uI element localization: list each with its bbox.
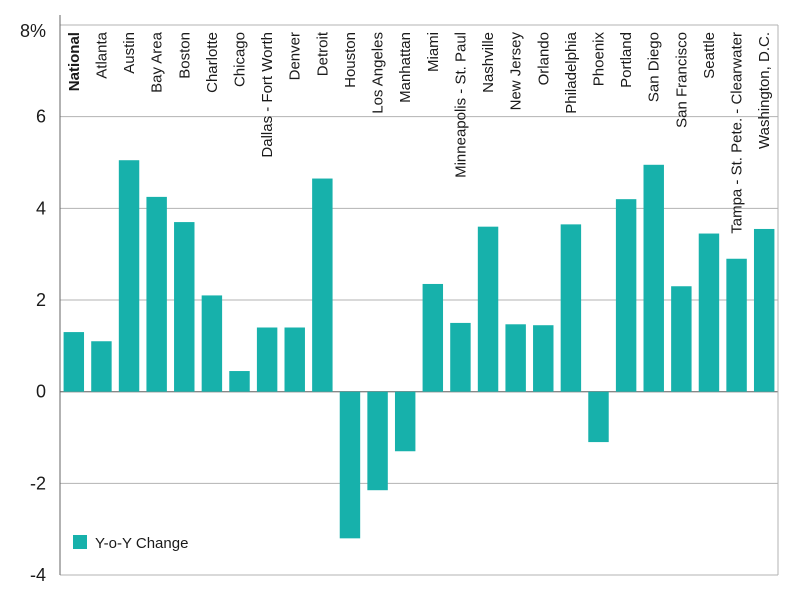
category-label: Minneapolis - St. Paul [452, 32, 469, 178]
bar-charlotte [201, 295, 223, 392]
category-label: Philadelphia [563, 31, 580, 113]
category-label: National [66, 32, 83, 91]
category-label: Denver [287, 32, 304, 80]
bar-portland [615, 199, 637, 392]
bar-phoenix [588, 391, 609, 443]
category-label: Los Angeles [370, 32, 387, 114]
category-label: San Diego [646, 32, 663, 102]
bar-orlando [533, 325, 554, 392]
bar-bay-area [146, 196, 167, 392]
y-tick-label: 0 [36, 382, 46, 402]
y-tick-label: -4 [30, 565, 46, 585]
bars [63, 160, 775, 539]
y-tick-label: 4 [36, 198, 46, 218]
category-label: Nashville [480, 32, 497, 93]
bar-manhattan [394, 391, 416, 452]
category-label: Tampa - St. Pete. - Clearwater [729, 32, 746, 234]
category-label: New Jersey [508, 32, 525, 111]
bar-nashville [477, 226, 499, 392]
y-tick-label: -2 [30, 473, 46, 493]
bar-boston [174, 222, 195, 392]
category-label: Orlando [535, 32, 552, 85]
category-label: Miami [425, 32, 442, 72]
bar-new-jersey [505, 324, 526, 392]
bar-chicago [229, 371, 250, 392]
bar-seattle [698, 233, 720, 392]
category-labels: National Atlanta Austin Bay Area Boston Charl… [66, 31, 773, 234]
legend: Y-o-Y Change [73, 535, 188, 552]
category-label: Washington, D.C. [756, 32, 773, 149]
category-label: Seattle [701, 32, 718, 79]
category-label: Charlotte [204, 32, 221, 93]
category-label: Houston [342, 32, 359, 88]
category-label: Manhattan [397, 32, 414, 103]
legend-label: Y-o-Y Change [95, 535, 188, 552]
category-label: Austin [121, 32, 138, 74]
bar-austin [118, 160, 140, 392]
bar-tampa-st-pete-clearwater [726, 258, 747, 392]
category-label: Boston [176, 32, 193, 79]
bar-dallas-fort-worth [256, 327, 278, 392]
bar-atlanta [91, 341, 112, 392]
axes [59, 15, 779, 575]
y-tick-labels: 8% 6 4 2 0 -2 -4 [20, 21, 46, 585]
bar-philadelphia [560, 224, 582, 392]
category-label: Phoenix [591, 32, 608, 87]
bar-national [63, 332, 85, 392]
category-label: San Francisco [673, 32, 690, 128]
category-label: Dallas - Fort Worth [259, 32, 276, 158]
category-label: Bay Area [149, 31, 166, 93]
bar-denver [284, 327, 305, 392]
category-label: Portland [618, 32, 635, 88]
bar-houston [339, 391, 361, 539]
category-label: Detroit [314, 31, 331, 76]
y-tick-label: 2 [36, 290, 46, 310]
category-label: Chicago [232, 32, 249, 87]
bar-minneapolis-st-paul [450, 322, 471, 392]
bar-san-diego [643, 164, 664, 392]
bar-san-francisco [671, 286, 692, 392]
bar-los-angeles [367, 391, 388, 491]
category-label: Atlanta [93, 31, 110, 78]
gridlines [60, 24, 778, 576]
bar-detroit [312, 178, 333, 392]
y-tick-label: 8% [20, 21, 46, 41]
bar-washington-d-c [753, 228, 775, 392]
bar-miami [422, 283, 444, 392]
y-tick-label: 6 [36, 107, 46, 127]
legend-swatch [73, 535, 87, 549]
